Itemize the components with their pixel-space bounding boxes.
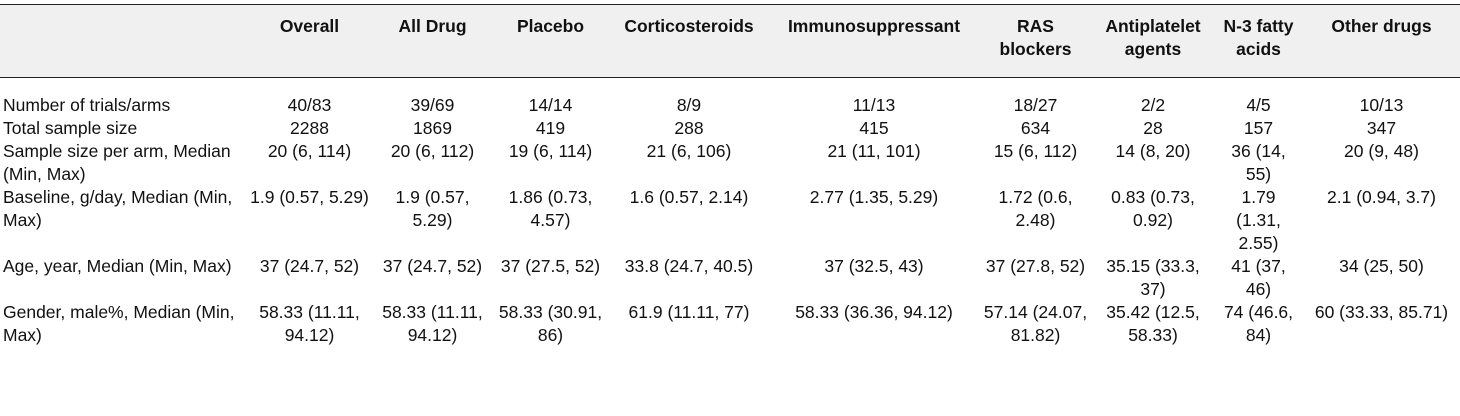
table-row: Total sample size 2288 1869 419 288 415 …	[0, 117, 1460, 140]
table-cell: 28	[1143, 118, 1163, 138]
table-cell: 1869	[413, 118, 452, 138]
table-cell: 35.15 (33.3, 37)	[1106, 256, 1200, 299]
table-row: Age, year, Median (Min, Max) 37 (24.7, 5…	[0, 255, 1460, 301]
table-cell: 4/5	[1246, 95, 1271, 115]
table-cell: 8/9	[676, 95, 702, 115]
table-cell: 1.6 (0.57, 2.14)	[629, 187, 749, 207]
table-cell: 20 (9, 48)	[1344, 141, 1419, 161]
table-cell: 74 (46.6, 84)	[1223, 302, 1294, 345]
table-cell: 1.72 (0.6, 2.48)	[998, 187, 1073, 230]
table-cell: 10/13	[1359, 95, 1404, 115]
table-cell: 37 (24.7, 52)	[382, 256, 483, 276]
table-cell: 157	[1243, 118, 1274, 138]
header-cell: N-3 fatty acids	[1223, 16, 1294, 59]
table-cell: 2.1 (0.94, 3.7)	[1327, 187, 1436, 207]
header-cell: All Drug	[398, 16, 467, 36]
table-cell: 58.33 (36.36, 94.12)	[795, 302, 953, 322]
table-cell: 36 (14, 55)	[1231, 141, 1286, 184]
table-cell: 288	[674, 118, 704, 138]
table-cell: 58.33 (30.91, 86)	[498, 302, 603, 345]
header-cell: Immunosuppressant	[787, 16, 961, 36]
table-cell: 415	[859, 118, 889, 138]
table-cell: 2.77 (1.35, 5.29)	[809, 187, 939, 207]
header-cell: Corticosteroids	[624, 16, 754, 36]
table-cell: 0.83 (0.73, 0.92)	[1111, 187, 1195, 230]
header-row: Overall All Drug Placebo Corticosteroids…	[0, 4, 1460, 78]
header-cell: Other drugs	[1331, 16, 1432, 36]
table-cell: 21 (6, 106)	[646, 141, 732, 161]
table-cell: 58.33 (11.11, 94.12)	[382, 302, 483, 345]
table-cell: 19 (6, 114)	[508, 141, 593, 161]
row-label: Baseline, g/day, Median (Min, Max)	[3, 187, 233, 230]
header-cell	[0, 5, 246, 78]
header-cell: Overall	[279, 16, 340, 36]
table-cell: 33.8 (24.7, 40.5)	[624, 256, 754, 276]
table-row: Baseline, g/day, Median (Min, Max) 1.9 (…	[0, 186, 1460, 255]
table-cell: 18/27	[1013, 95, 1058, 115]
table-cell: 20 (6, 112)	[390, 141, 475, 161]
table-row: Gender, male%, Median (Min, Max) 58.33 (…	[0, 301, 1460, 347]
table-cell: 15 (6, 112)	[993, 141, 1078, 161]
table-cell: 58.33 (11.11, 94.12)	[259, 302, 360, 345]
row-label: Sample size per arm, Median (Min, Max)	[3, 141, 231, 184]
table-cell: 2288	[290, 118, 329, 138]
header-cell: Antiplatelet agents	[1105, 16, 1201, 59]
table-cell: 1.9 (0.57, 5.29)	[395, 187, 470, 230]
table-cell: 39/69	[410, 95, 455, 115]
table-row: Sample size per arm, Median (Min, Max) 2…	[0, 140, 1460, 186]
table-cell: 34 (25, 50)	[1339, 256, 1424, 276]
table-cell: 61.9 (11.11, 77)	[628, 302, 750, 322]
table-cell: 37 (32.5, 43)	[824, 256, 924, 276]
row-label: Total sample size	[3, 118, 138, 138]
table-cell: 1.9 (0.57, 5.29)	[250, 187, 369, 207]
table-cell: 37 (27.8, 52)	[985, 256, 1086, 276]
table-cell: 634	[1020, 118, 1051, 138]
header-cell: Placebo	[516, 16, 585, 36]
table-cell: 21 (11, 101)	[827, 141, 921, 161]
table-cell: 20 (6, 114)	[267, 141, 352, 161]
table-cell: 347	[1366, 118, 1397, 138]
table-cell: 37 (24.7, 52)	[259, 256, 360, 276]
table-cell: 60 (33.33, 85.71)	[1314, 302, 1449, 322]
table-cell: 37 (27.5, 52)	[500, 256, 601, 276]
baseline-characteristics-table: Overall All Drug Placebo Corticosteroids…	[0, 4, 1460, 347]
table-cell: 2/2	[1140, 95, 1166, 115]
table-cell: 57.14 (24.07, 81.82)	[983, 302, 1088, 345]
table-cell: 1.79 (1.31, 2.55)	[1236, 187, 1281, 253]
row-label: Age, year, Median (Min, Max)	[3, 256, 232, 276]
table-cell: 41 (37, 46)	[1231, 256, 1286, 299]
table-cell: 1.86 (0.73, 4.57)	[508, 187, 593, 230]
table-cell: 14/14	[528, 95, 573, 115]
table-cell: 35.42 (12.5, 58.33)	[1106, 302, 1200, 345]
row-label: Gender, male%, Median (Min, Max)	[3, 302, 235, 345]
header-cell: RAS blockers	[999, 16, 1072, 59]
row-label: Number of trials/arms	[3, 95, 171, 115]
table-cell: 14 (8, 20)	[1115, 141, 1191, 161]
table-cell: 419	[535, 118, 566, 138]
table-row: Number of trials/arms 40/83 39/69 14/14 …	[0, 78, 1460, 118]
table-cell: 40/83	[287, 95, 332, 115]
table-cell: 11/13	[852, 95, 896, 115]
